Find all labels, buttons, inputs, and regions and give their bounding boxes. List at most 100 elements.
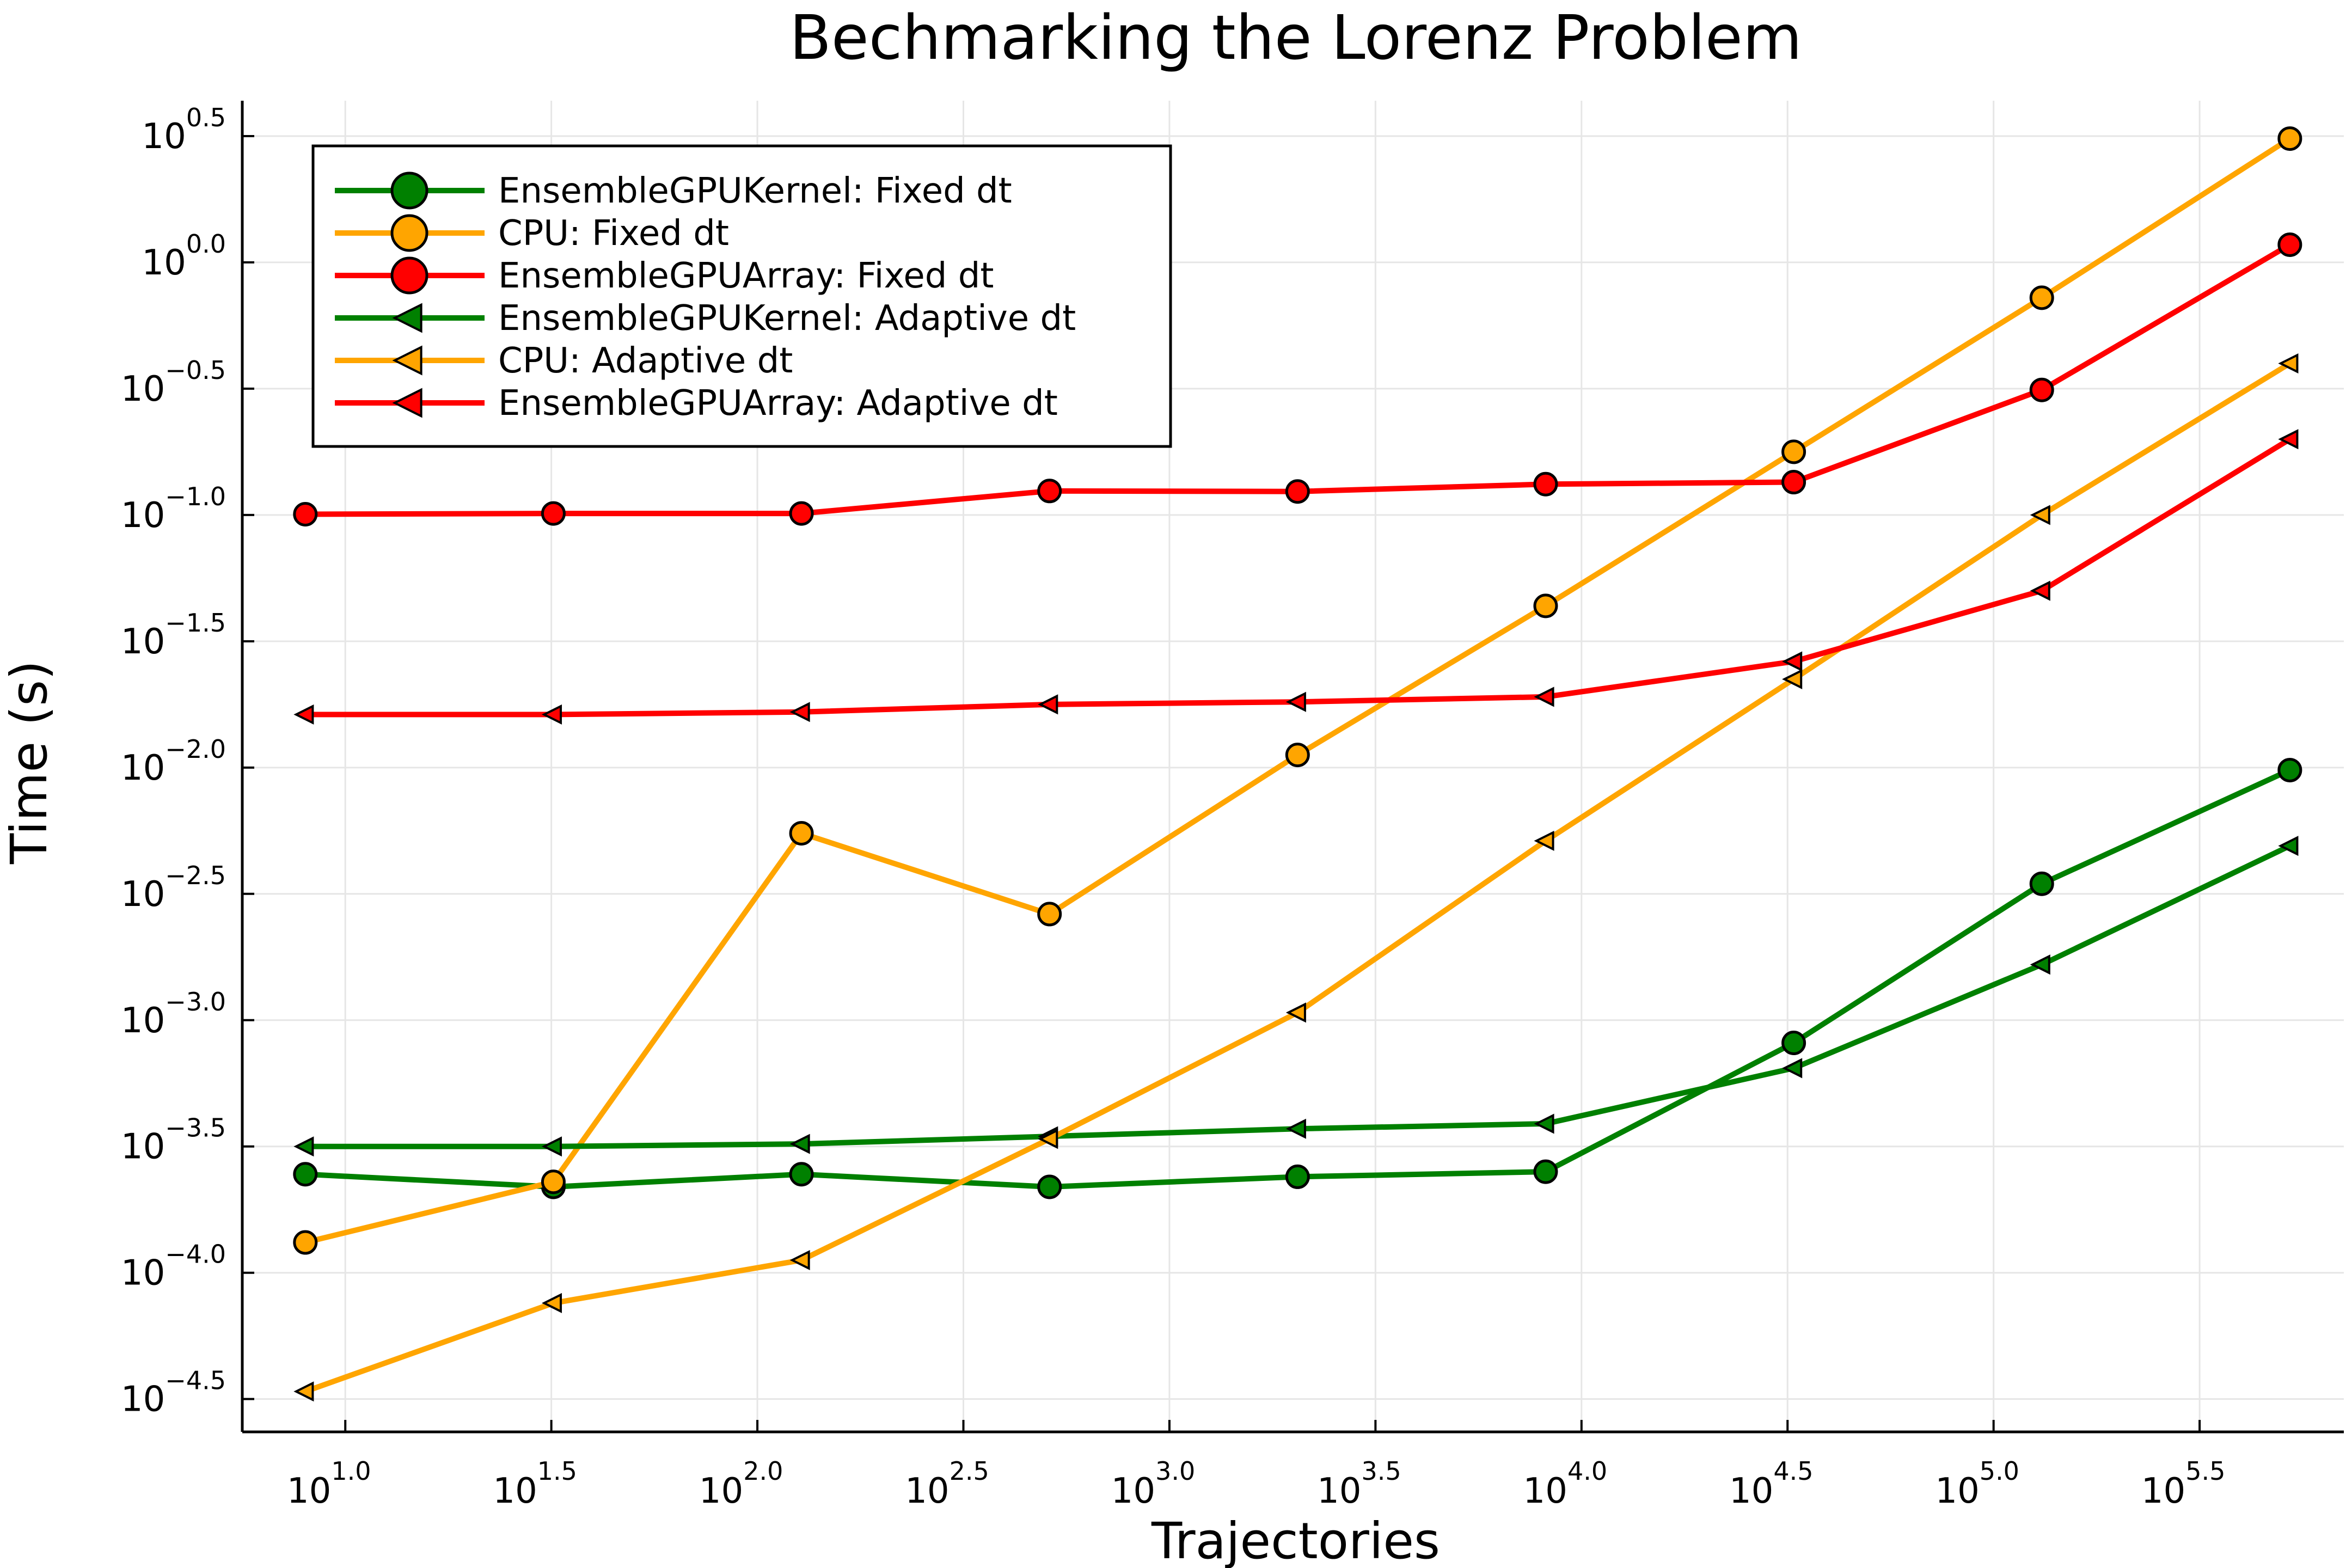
legend-marker-2 — [390, 256, 428, 295]
legend-label-5: EnsembleGPUArray: Adaptive dt — [498, 383, 1058, 424]
data-point-4-5 — [1534, 830, 1554, 851]
data-point-1-4 — [1285, 743, 1310, 768]
x-tick-label-9: 105.5 — [2141, 1456, 2226, 1511]
data-point-3-7 — [2030, 954, 2050, 975]
data-point-0-6 — [1781, 1031, 1806, 1056]
data-point-2-4 — [1285, 479, 1310, 504]
data-point-2-6 — [1781, 470, 1806, 495]
data-point-1-0 — [293, 1230, 318, 1255]
data-point-1-3 — [1037, 902, 1062, 927]
data-point-5-0 — [293, 704, 314, 725]
data-point-2-3 — [1037, 479, 1062, 504]
data-point-2-2 — [789, 501, 814, 526]
axes: 101.0 101.5 102.0 102.5 103.0 103.5 104.0 104.5… — [121, 101, 2344, 1511]
series-5 — [293, 429, 2299, 725]
x-axis-label: Trajectories — [1151, 1512, 1440, 1568]
y-tick-label-7: 10−1.0 — [121, 482, 226, 536]
x-tick-label-7: 104.5 — [1729, 1456, 1814, 1511]
series-layer — [293, 126, 2302, 1402]
data-point-0-2 — [789, 1162, 814, 1187]
data-point-5-7 — [2030, 580, 2050, 601]
legend-item-2: EnsembleGPUArray: Fixed dt — [335, 256, 994, 296]
data-point-5-5 — [1534, 687, 1554, 707]
x-tick-label-6: 104.0 — [1523, 1456, 1608, 1511]
legend-label-2: EnsembleGPUArray: Fixed dt — [498, 256, 994, 296]
legend-label-0: EnsembleGPUKernel: Fixed dt — [498, 171, 1012, 211]
data-point-2-1 — [541, 501, 566, 526]
y-tick-label-3: 10−3.0 — [121, 987, 226, 1041]
y-tick-label-10: 100.5 — [142, 103, 226, 157]
data-point-1-2 — [789, 820, 814, 846]
data-point-4-2 — [789, 1250, 810, 1271]
y-tick-label-5: 10−2.0 — [121, 734, 226, 788]
data-point-2-0 — [293, 501, 318, 526]
legend-marker-4 — [392, 345, 422, 376]
data-point-4-7 — [2030, 505, 2050, 525]
data-point-3-5 — [1534, 1113, 1554, 1134]
data-point-2-7 — [2029, 377, 2054, 402]
data-point-0-4 — [1285, 1164, 1310, 1189]
data-point-1-6 — [1781, 439, 1806, 464]
series-1 — [293, 126, 2302, 1255]
data-point-3-1 — [541, 1136, 562, 1157]
legend-box — [311, 144, 1172, 448]
y-tick-label-6: 10−1.5 — [121, 608, 226, 662]
data-point-5-6 — [1782, 651, 1803, 672]
data-point-1-1 — [541, 1169, 566, 1195]
series-2 — [293, 232, 2302, 526]
data-point-4-0 — [293, 1381, 314, 1402]
legend-marker-1 — [390, 214, 428, 252]
y-tick-label-0: 10−4.5 — [121, 1366, 226, 1420]
y-tick-label-9: 100.0 — [142, 229, 226, 283]
data-point-3-8 — [2278, 836, 2299, 856]
legend-item-4: CPU: Adaptive dt — [335, 341, 793, 381]
y-tick-label-1: 10−4.0 — [121, 1240, 226, 1294]
y-tick-label-4: 10−2.5 — [121, 861, 226, 915]
y-axis-label: Time (s) — [0, 660, 58, 865]
x-tick-label-8: 105.0 — [1935, 1456, 2019, 1511]
data-point-1-5 — [1533, 593, 1558, 618]
data-point-2-5 — [1533, 471, 1558, 497]
data-point-3-2 — [789, 1134, 810, 1154]
data-point-4-6 — [1782, 669, 1803, 689]
data-point-0-8 — [2277, 757, 2302, 782]
data-point-4-4 — [1285, 1002, 1306, 1023]
data-point-0-0 — [293, 1162, 318, 1187]
legend-item-5: EnsembleGPUArray: Adaptive dt — [335, 383, 1058, 424]
legend-item-0: EnsembleGPUKernel: Fixed dt — [335, 171, 1012, 211]
x-tick-label-4: 103.0 — [1111, 1456, 1196, 1511]
series-4 — [293, 353, 2299, 1402]
data-point-0-3 — [1037, 1174, 1062, 1199]
data-point-2-8 — [2277, 232, 2302, 257]
legend-label-1: CPU: Fixed dt — [498, 213, 729, 254]
data-point-5-4 — [1285, 691, 1306, 712]
series-3 — [293, 836, 2299, 1157]
data-point-0-5 — [1533, 1159, 1558, 1184]
legend-item-1: CPU: Fixed dt — [335, 213, 729, 254]
x-tick-label-5: 103.5 — [1317, 1456, 1401, 1511]
data-point-5-1 — [541, 704, 562, 725]
legend-label-3: EnsembleGPUKernel: Adaptive dt — [498, 298, 1076, 339]
legend-marker-3 — [392, 303, 422, 333]
data-point-5-8 — [2278, 429, 2299, 450]
data-point-4-3 — [1038, 1129, 1058, 1149]
legend-marker-5 — [392, 388, 422, 418]
x-tick-label-0: 101.0 — [287, 1456, 371, 1511]
data-point-1-7 — [2029, 285, 2054, 310]
data-point-4-8 — [2278, 353, 2299, 374]
data-point-3-0 — [293, 1136, 314, 1157]
x-tick-label-1: 101.5 — [493, 1456, 577, 1511]
data-point-5-3 — [1038, 694, 1058, 715]
data-point-3-4 — [1285, 1118, 1306, 1139]
x-tick-label-2: 102.0 — [699, 1456, 783, 1511]
data-point-3-6 — [1782, 1058, 1803, 1079]
y-tick-label-2: 10−3.5 — [121, 1113, 226, 1167]
chart-title: Bechmarking the Lorenz Problem — [789, 3, 1802, 74]
legend-label-4: CPU: Adaptive dt — [498, 341, 793, 381]
data-point-4-1 — [541, 1293, 562, 1313]
data-point-5-2 — [789, 702, 810, 722]
legend-item-3: EnsembleGPUKernel: Adaptive dt — [335, 298, 1076, 339]
y-tick-label-8: 10−0.5 — [121, 356, 226, 409]
